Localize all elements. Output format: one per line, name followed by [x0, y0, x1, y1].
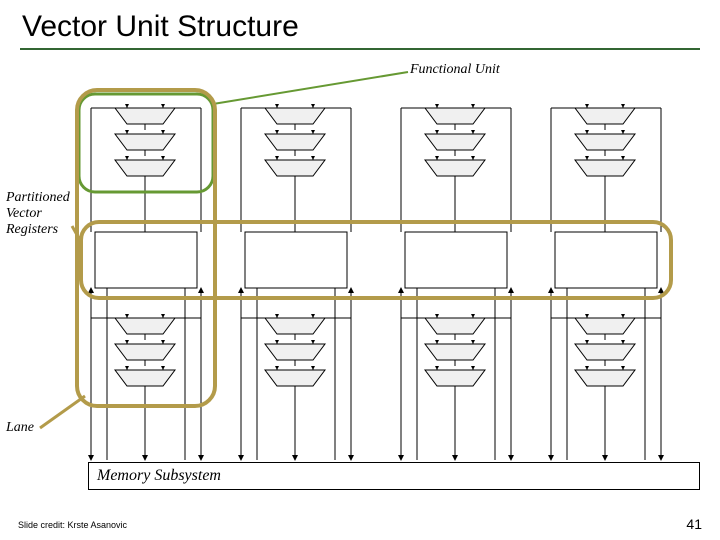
reg-label-0: Elements 0, 4, 8, …: [106, 240, 169, 269]
memory-subsystem-box: Memory Subsystem: [88, 462, 700, 490]
functional-unit-label: Functional Unit: [410, 62, 500, 78]
reg-label-1: Elements 1, 5, 9, …: [256, 240, 319, 269]
partitioned-label: Partitioned Vector Registers: [6, 190, 70, 238]
lane-label: Lane: [6, 420, 34, 436]
reg-label-2: Elements 2, 6, 10, …: [416, 240, 479, 269]
slide-credit: Slide credit: Krste Asanovic: [18, 520, 127, 530]
page-number: 41: [686, 516, 702, 532]
diagram-svg: [0, 0, 720, 540]
reg-label-3: Elements 3, 7, 11, …: [566, 240, 629, 269]
title-rule: [20, 48, 700, 50]
slide-title: Vector Unit Structure: [0, 0, 720, 48]
